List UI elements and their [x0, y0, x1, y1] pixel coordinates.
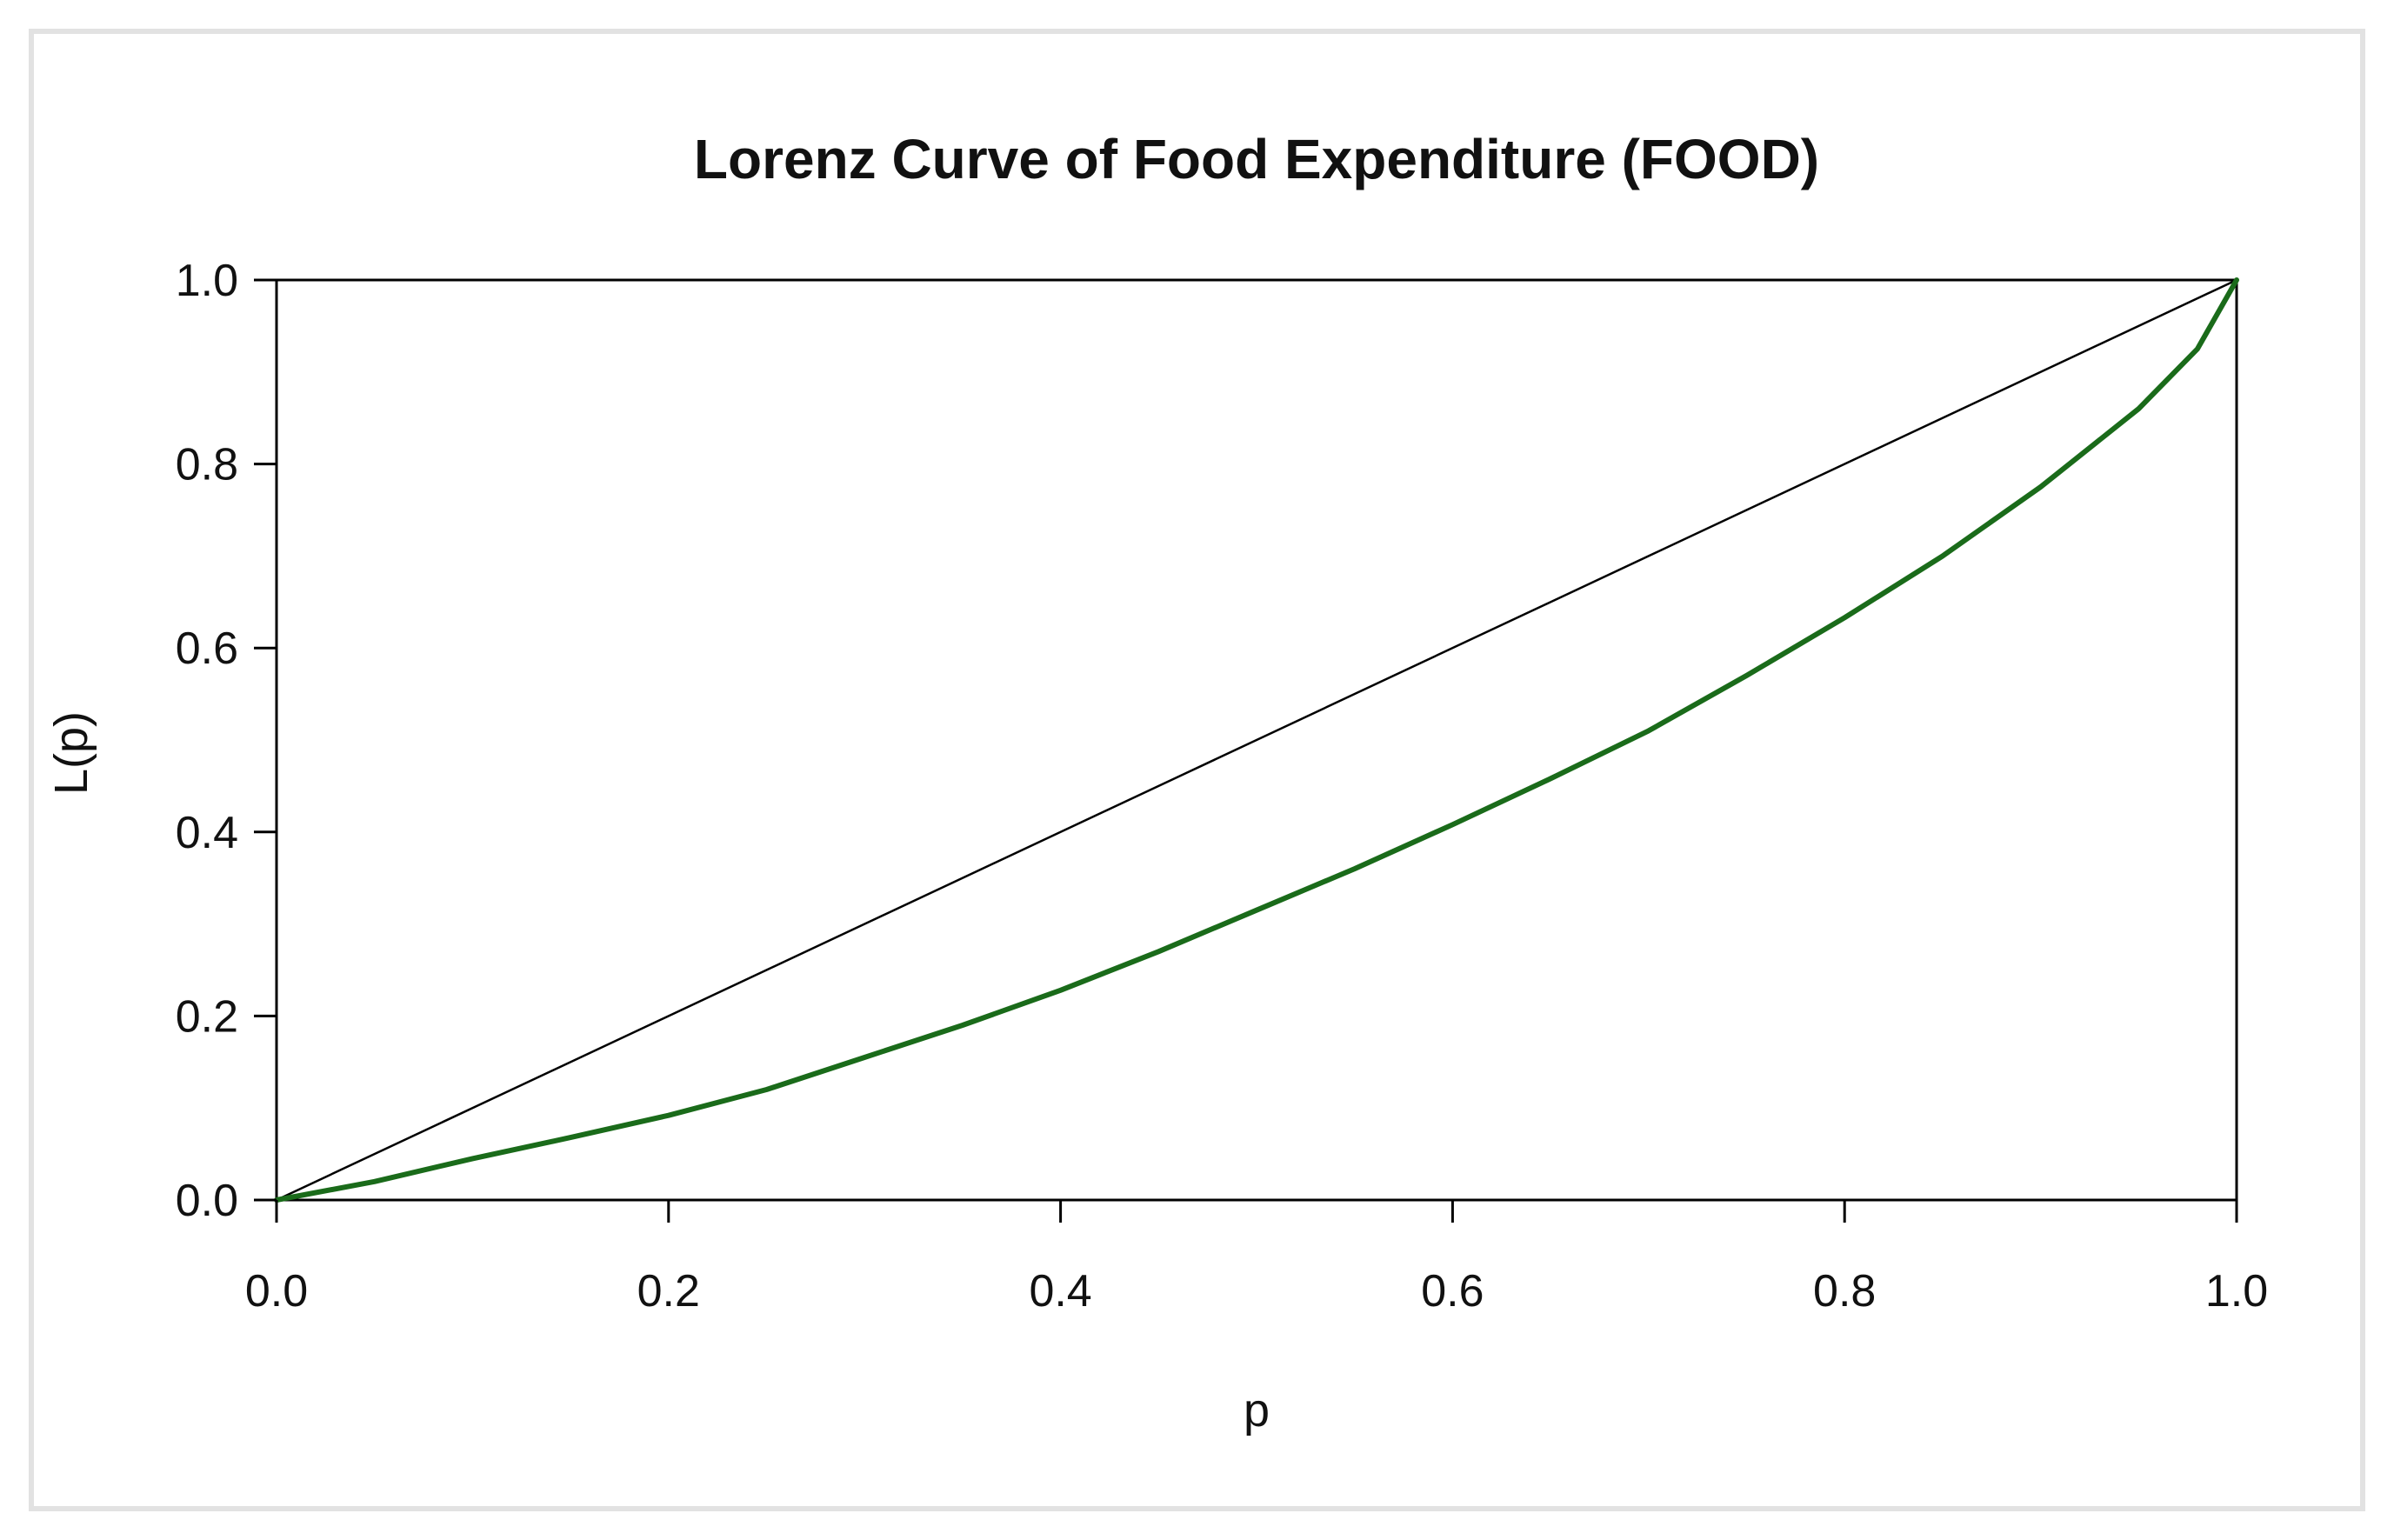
chart-frame: [29, 29, 2365, 1511]
y-tick-label: 0.4: [176, 808, 238, 858]
equality-line: [275, 278, 2238, 1202]
y-axis: 0.0 0.2 0.4 0.6 0.8 1.0: [176, 256, 277, 1226]
x-tick-label: 0.2: [637, 1266, 700, 1317]
series-layer: [274, 277, 2239, 1203]
y-tick-label: 0.2: [176, 991, 238, 1042]
y-axis-title: L(p): [45, 711, 97, 795]
lorenz-curve: [274, 277, 2239, 1203]
chart-title: Lorenz Curve of Food Expenditure (FOOD): [694, 128, 1819, 190]
x-tick-label: 1.0: [2205, 1266, 2268, 1317]
plot-border: [275, 278, 2238, 1202]
y-tick-label: 0.6: [176, 623, 238, 674]
y-tick-label: 1.0: [176, 256, 238, 306]
x-tick-label: 0.8: [1813, 1266, 1876, 1317]
x-tick-label: 0.6: [1421, 1266, 1484, 1317]
x-tick-label: 0.0: [245, 1266, 308, 1317]
x-tick-label: 0.4: [1029, 1266, 1091, 1317]
y-tick-label: 0.0: [176, 1176, 238, 1226]
y-tick-label: 0.8: [176, 440, 238, 490]
x-axis-title: p: [1244, 1384, 1270, 1437]
x-axis: 0.0 0.2 0.4 0.6 0.8 1.0: [245, 1200, 2268, 1317]
